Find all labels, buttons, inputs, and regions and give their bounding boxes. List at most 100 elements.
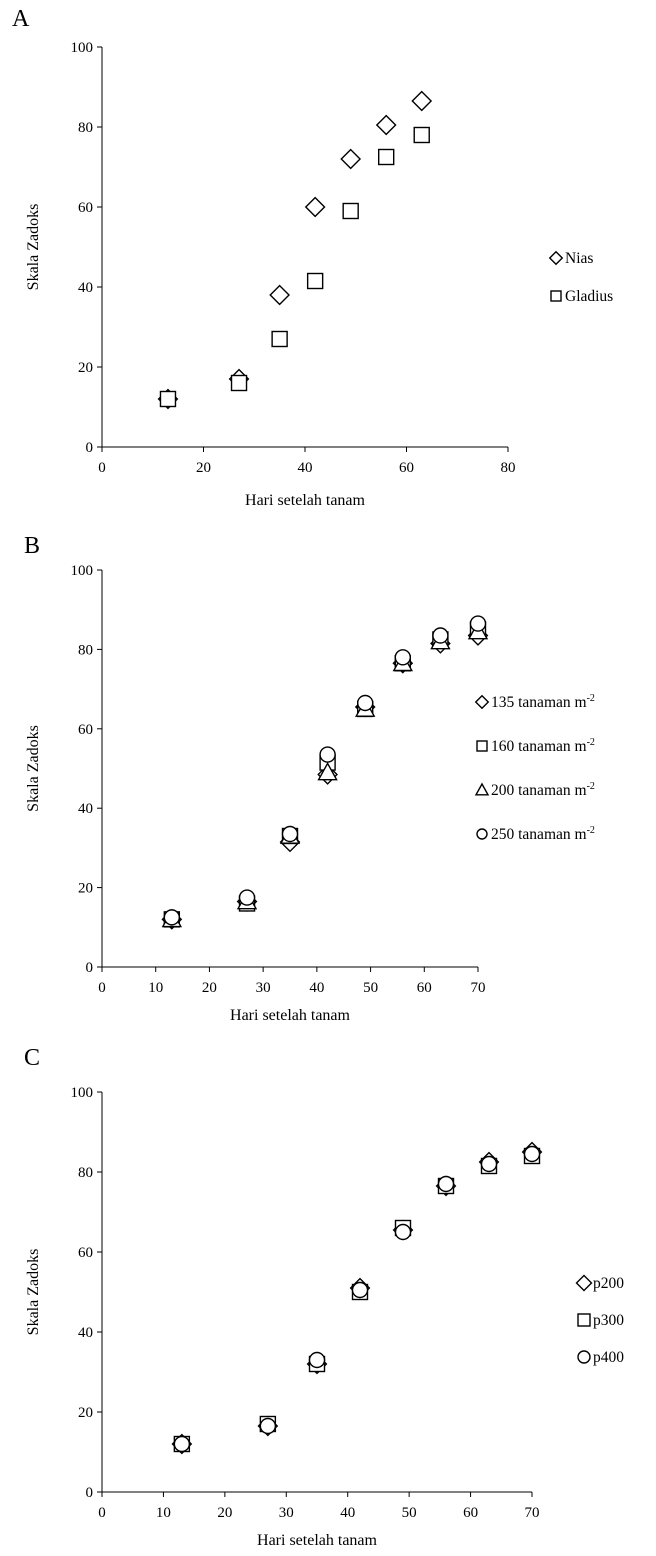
data-point xyxy=(394,649,411,666)
y-tick-label: 0 xyxy=(86,960,94,976)
y-tick-label: 60 xyxy=(78,1245,93,1261)
series-250-tanaman-m xyxy=(163,615,487,926)
legend-marker xyxy=(575,1274,593,1292)
x-tick-label: 20 xyxy=(217,1505,232,1521)
legend-marker xyxy=(476,828,488,840)
chart-panel-c: C 0 20 40 60 80 100 0 10 20 30 40 50 60 70 Hari setelah… xyxy=(24,1045,624,1549)
y-tick-label: 80 xyxy=(78,120,93,136)
x-tick-label: 0 xyxy=(98,1505,106,1521)
data-point xyxy=(394,1223,412,1241)
data-point xyxy=(238,889,256,906)
legend-marker xyxy=(474,782,490,796)
data-point xyxy=(271,330,288,348)
data-point xyxy=(269,284,290,306)
data-point xyxy=(308,1351,326,1369)
legend-label: 200 tanaman m-2 xyxy=(491,781,595,799)
data-point xyxy=(411,90,433,112)
data-point xyxy=(163,909,181,926)
data-point xyxy=(304,196,326,218)
x-tick-label: 0 xyxy=(98,460,106,476)
x-tick-label: 30 xyxy=(256,980,271,996)
legend-label: p400 xyxy=(593,1349,624,1366)
x-tick-label: 20 xyxy=(196,460,211,476)
legend-marker xyxy=(577,1313,591,1327)
y-tick-label: 60 xyxy=(78,722,93,738)
data-point xyxy=(437,1175,455,1193)
y-axis-title: Skala Zadoks xyxy=(25,1249,42,1336)
series-gladius xyxy=(159,126,430,408)
y-tick-label: 80 xyxy=(78,1165,93,1181)
data-point xyxy=(378,148,395,166)
data-point xyxy=(259,1417,277,1435)
x-tick-label: 20 xyxy=(202,980,217,996)
data-point xyxy=(281,825,299,843)
y-tick-label: 20 xyxy=(78,881,93,897)
data-point xyxy=(432,627,449,644)
x-axis-title: Hari setelah tanam xyxy=(245,492,366,509)
y-tick-label: 80 xyxy=(78,642,93,658)
y-tick-label: 20 xyxy=(78,360,93,376)
data-point xyxy=(480,1155,498,1173)
x-tick-label: 60 xyxy=(399,460,414,476)
x-tick-label: 10 xyxy=(156,1505,171,1521)
legend-label: p300 xyxy=(593,1312,624,1329)
data-point xyxy=(351,1281,369,1299)
x-tick-label: 60 xyxy=(417,980,432,996)
data-point xyxy=(306,272,324,290)
legend-label: Gladius xyxy=(565,288,613,305)
legend-marker xyxy=(474,694,490,710)
legend-label: 135 tanaman m-2 xyxy=(491,693,595,711)
legend: p200 p300 p400 xyxy=(575,1274,624,1366)
data-point xyxy=(159,390,177,408)
legend-marker xyxy=(577,1350,591,1364)
x-tick-label: 70 xyxy=(471,980,486,996)
y-tick-label: 60 xyxy=(78,200,93,216)
legend: Nias Gladius xyxy=(548,250,613,305)
data-point xyxy=(357,694,374,712)
data-point xyxy=(413,126,430,144)
y-tick-label: 40 xyxy=(78,1325,93,1341)
x-tick-label: 40 xyxy=(298,460,313,476)
legend-label: 160 tanaman m-2 xyxy=(491,737,595,755)
legend-marker xyxy=(550,290,562,302)
y-axis-title: Skala Zadoks xyxy=(25,204,42,291)
data-point xyxy=(319,746,336,763)
chart-panel-a: A 0 20 40 60 80 100 0 20 40 60 80 Hari setelah tanam… xyxy=(12,6,613,509)
x-tick-label: 40 xyxy=(340,1505,355,1521)
y-axis-title: Skala Zadoks xyxy=(25,725,42,812)
data-point xyxy=(469,615,487,632)
y-tick-label: 100 xyxy=(71,563,94,579)
y-tick-label: 100 xyxy=(71,1085,94,1101)
x-tick-label: 80 xyxy=(501,460,516,476)
y-tick-label: 40 xyxy=(78,801,93,817)
x-tick-label: 30 xyxy=(279,1505,294,1521)
data-point xyxy=(375,114,397,136)
y-tick-label: 40 xyxy=(78,280,93,296)
panel-label: B xyxy=(24,533,40,559)
x-tick-label: 50 xyxy=(363,980,378,996)
legend-label: 250 tanaman m-2 xyxy=(491,825,595,843)
data-point xyxy=(317,762,338,781)
legend-marker xyxy=(548,250,564,266)
panel-label: C xyxy=(24,1045,40,1071)
chart-panel-b: B 0 20 40 60 80 100 0 10 20 30 40 50 60 70 Hari setelah… xyxy=(24,533,595,1024)
x-tick-label: 70 xyxy=(525,1505,540,1521)
legend-label: Nias xyxy=(565,250,593,267)
data-point xyxy=(173,1435,191,1453)
legend: 135 tanaman m-2 160 tanaman m-2 200 tanama… xyxy=(474,693,595,843)
x-tick-label: 40 xyxy=(309,980,324,996)
data-point xyxy=(342,202,359,220)
panel-label: A xyxy=(12,6,30,32)
x-axis-title: Hari setelah tanam xyxy=(230,1007,351,1024)
x-tick-label: 0 xyxy=(98,980,106,996)
y-tick-label: 0 xyxy=(86,440,94,456)
data-point xyxy=(523,1145,541,1163)
legend-label: p200 xyxy=(593,1275,624,1292)
x-tick-label: 10 xyxy=(148,980,163,996)
legend-marker xyxy=(476,740,488,752)
series-p300 xyxy=(173,1147,541,1453)
y-tick-label: 100 xyxy=(71,40,94,56)
series-p400 xyxy=(173,1145,541,1453)
y-tick-label: 0 xyxy=(86,1485,94,1501)
